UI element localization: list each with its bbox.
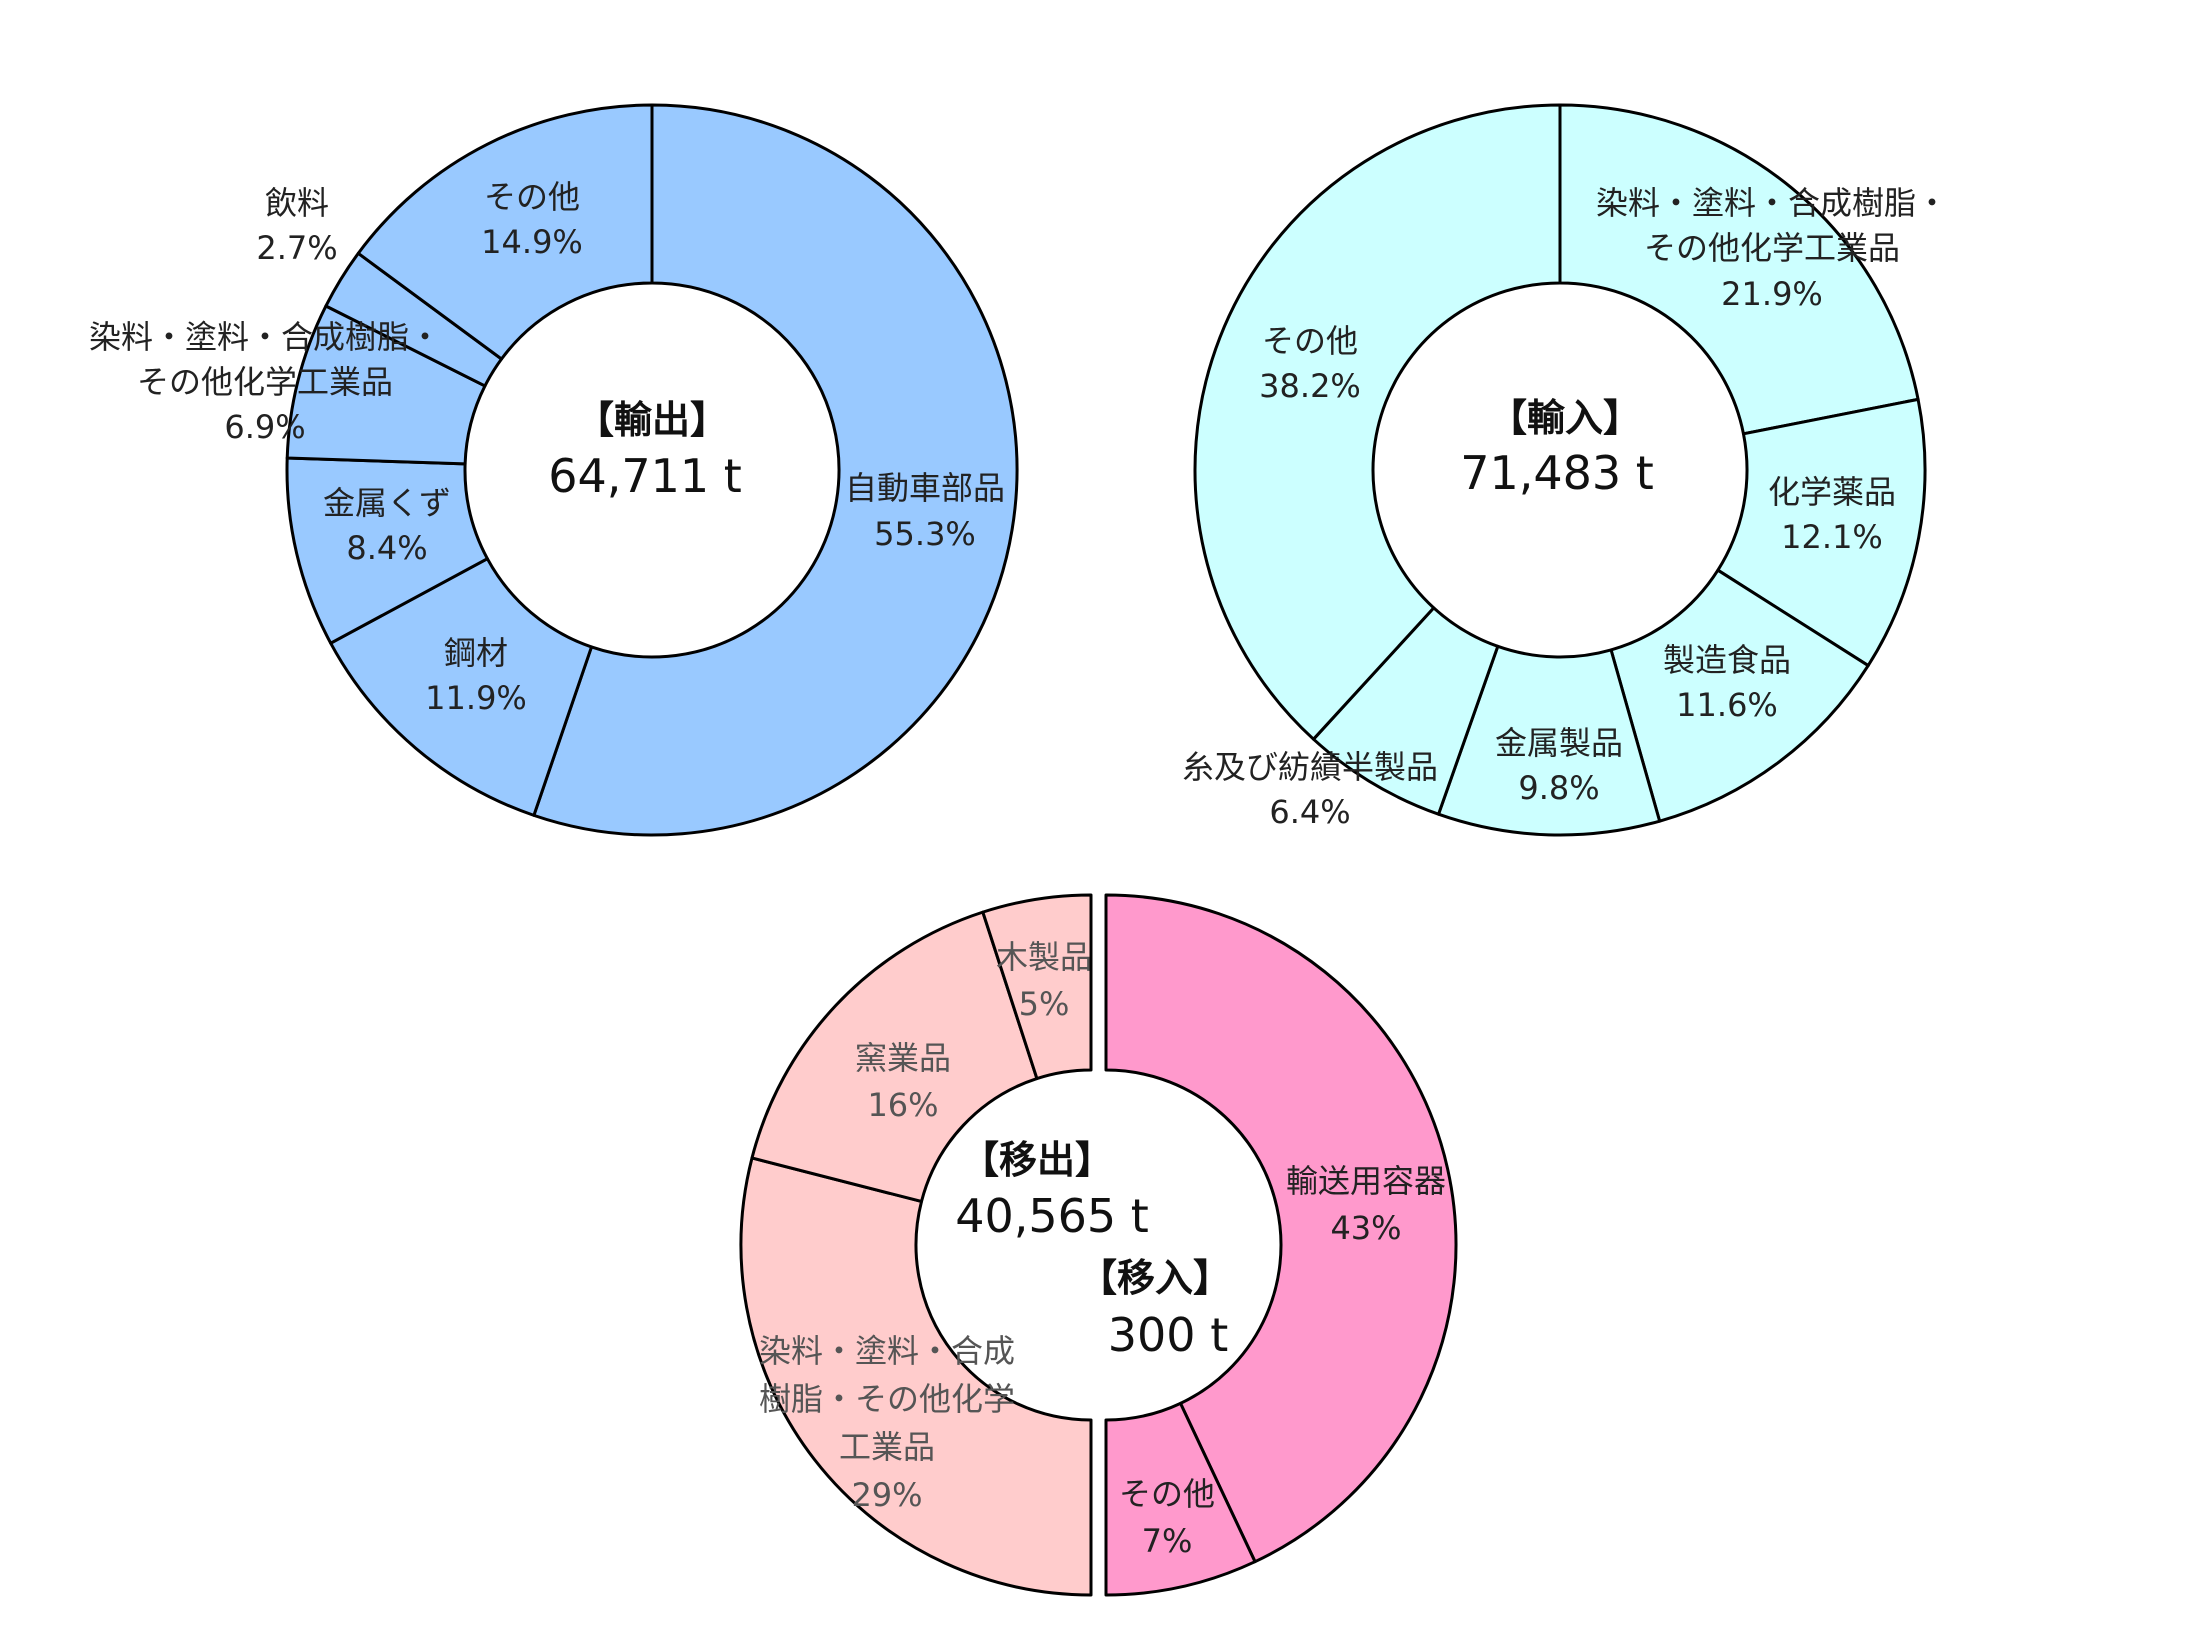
inbound-label-chemicals-line2: 樹脂・その他化学 [759, 1380, 1015, 1418]
outbound-center-title: 【移出】 [961, 1138, 1113, 1182]
import-center-value: 71,483 t [1460, 446, 1654, 500]
import-slice-1 [1716, 397, 1927, 668]
outbound-percent-other: 7% [1142, 1522, 1193, 1560]
inbound-center-value: 300 t [1108, 1308, 1228, 1362]
domestic-center: 【移出】 40,565 t 【移入】 300 t [955, 1138, 1231, 1362]
export-percent-scrap-metal: 8.4% [346, 529, 427, 567]
export-label-beverages: 飲料 [265, 184, 329, 222]
import-slice-labels: 染料・塗料・合成樹脂・ その他化学工業品 21.9% 化学薬品 12.1% 製造… [1182, 184, 1948, 831]
export-slice-labels: 自動車部品 55.3% 鋼材 11.9% 金属くず 8.4% 染料・塗料・合成樹… [89, 178, 1005, 717]
outbound-center-value: 40,565 t [955, 1189, 1149, 1243]
import-slice-0 [1558, 103, 1920, 436]
export-percent-beverages: 2.7% [256, 229, 337, 267]
export-label-chemicals-line1: 染料・塗料・合成樹脂・ [89, 318, 441, 356]
import-label-chemicals-line2: その他化学工業品 [1644, 229, 1900, 267]
inbound-label-wood-products: 木製品 [996, 938, 1092, 976]
export-percent-steel: 11.9% [425, 679, 527, 717]
import-percent-processed-food: 11.6% [1676, 686, 1778, 724]
import-percent-other: 38.2% [1259, 367, 1361, 405]
export-donut-chart: 【輸出】 64,711 t 自動車部品 55.3% 鋼材 11.9% 金属くず … [89, 103, 1019, 837]
import-label-processed-food: 製造食品 [1663, 641, 1791, 679]
export-label-auto-parts: 自動車部品 [845, 469, 1005, 507]
export-slice-0 [532, 103, 1019, 837]
inbound-label-chemicals-line3: 工業品 [839, 1428, 935, 1466]
import-center: 【輸入】 71,483 t [1460, 396, 1654, 500]
export-center-value: 64,711 t [548, 449, 742, 503]
inbound-label-chemicals-line1: 染料・塗料・合成 [759, 1332, 1015, 1370]
import-donut-slices [1193, 103, 1927, 837]
export-percent-auto-parts: 55.3% [874, 515, 976, 553]
domestic-donut-chart: 【移出】 40,565 t 【移入】 300 t 輸送用容器 43% その他 7… [739, 893, 1458, 1597]
import-label-other: その他 [1262, 322, 1358, 360]
inbound-slice-0 [739, 1156, 1093, 1597]
export-label-chemicals-line2: その他化学工業品 [137, 363, 393, 401]
export-slice-1 [329, 557, 593, 817]
export-label-steel: 鋼材 [444, 634, 508, 672]
inbound-slice-2 [981, 893, 1093, 1081]
outbound-label-other: その他 [1119, 1475, 1215, 1513]
import-percent-yarn: 6.4% [1269, 793, 1350, 831]
import-percent-chemical-products: 12.1% [1781, 518, 1883, 556]
inbound-percent-ceramics: 16% [867, 1086, 938, 1124]
import-label-yarn: 糸及び紡績半製品 [1182, 748, 1438, 786]
outbound-slice-0 [1104, 893, 1458, 1564]
inbound-percent-wood-products: 5% [1019, 985, 1070, 1023]
import-center-title: 【輸入】 [1489, 396, 1641, 440]
export-percent-other: 14.9% [481, 223, 583, 261]
import-slice-2 [1609, 568, 1870, 823]
import-percent-chemicals: 21.9% [1721, 275, 1823, 313]
export-slice-5 [356, 103, 654, 361]
export-center-title: 【輸出】 [576, 398, 728, 442]
export-donut-slices [285, 103, 1019, 837]
import-donut-chart: 【輸入】 71,483 t 染料・塗料・合成樹脂・ その他化学工業品 21.9%… [1182, 103, 1948, 837]
outbound-slice-1 [1104, 1401, 1257, 1597]
import-slice-5 [1193, 103, 1562, 741]
domestic-donut-slices [739, 893, 1458, 1597]
import-label-chemicals-line1: 染料・塗料・合成樹脂・ [1596, 184, 1948, 222]
import-label-metal-products: 金属製品 [1495, 724, 1623, 762]
domestic-slice-labels: 輸送用容器 43% その他 7% 染料・塗料・合成 樹脂・その他化学 工業品 2… [759, 938, 1446, 1560]
export-label-other: その他 [484, 178, 580, 216]
inbound-percent-chemicals: 29% [851, 1476, 922, 1514]
export-center: 【輸出】 64,711 t [548, 398, 742, 503]
outbound-label-containers: 輸送用容器 [1286, 1162, 1446, 1200]
import-label-chemical-products: 化学薬品 [1768, 473, 1896, 511]
inbound-label-ceramics: 窯業品 [855, 1039, 951, 1077]
outbound-percent-containers: 43% [1330, 1209, 1401, 1247]
export-percent-chemicals: 6.9% [224, 408, 305, 446]
import-percent-metal-products: 9.8% [1518, 769, 1599, 807]
export-label-scrap-metal: 金属くず [323, 484, 451, 522]
inbound-slice-1 [750, 910, 1039, 1203]
inbound-center-title: 【移入】 [1079, 1256, 1231, 1300]
